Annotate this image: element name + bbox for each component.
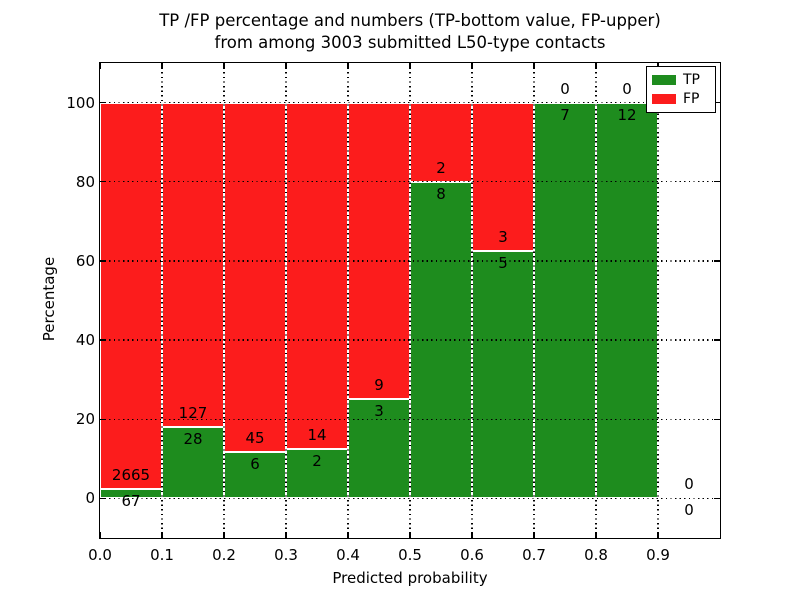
y-tick-label: 0 (85, 489, 95, 508)
legend: TP FP (646, 66, 716, 113)
tp-count-label: 8 (436, 184, 446, 203)
bar-segment-tp (472, 251, 534, 499)
x-tick (285, 532, 287, 538)
y-tick-label: 40 (75, 331, 95, 350)
v-gridline (223, 63, 225, 538)
v-gridline (409, 63, 411, 538)
x-tick (595, 532, 597, 538)
fp-count-label: 127 (178, 403, 208, 422)
y-tick (100, 497, 106, 500)
x-tick (223, 532, 225, 538)
fp-count-label: 9 (374, 376, 384, 395)
v-gridline (285, 63, 287, 538)
x-tick (347, 63, 349, 69)
y-tick (100, 260, 106, 262)
x-tick (471, 63, 473, 69)
y-tick-label: 100 (66, 93, 95, 112)
y-tick-label: 80 (75, 172, 95, 191)
tp-count-label: 12 (617, 105, 637, 124)
x-tick (161, 532, 163, 538)
y-tick (714, 497, 720, 500)
y-tick (714, 418, 720, 420)
fp-count-label: 45 (245, 428, 265, 447)
y-axis-label: Percentage (40, 256, 58, 342)
x-tick (161, 63, 163, 69)
bar-segment-tp (534, 102, 596, 499)
y-tick-label: 60 (75, 251, 95, 270)
x-axis-label: Predicted probability (332, 569, 488, 587)
x-tick-label: 0.2 (212, 546, 236, 564)
tp-color-swatch-icon (652, 75, 676, 85)
x-tick-label: 0.5 (398, 546, 422, 564)
tp-count-label: 28 (183, 429, 203, 448)
legend-label-fp: FP (683, 91, 700, 107)
bar-segment-fp (100, 102, 162, 489)
tp-count-label: 3 (374, 402, 384, 421)
legend-label-tp: TP (683, 72, 700, 88)
bar-segment-fp (162, 102, 224, 427)
y-tick (714, 260, 720, 262)
y-tick (714, 339, 720, 341)
x-tick-label: 0.9 (646, 546, 670, 564)
chart-title-line2: from among 3003 submitted L50-type conta… (214, 33, 606, 52)
tp-count-label: 67 (121, 491, 141, 510)
bar-segment-fp (224, 102, 286, 452)
x-tick (533, 63, 535, 69)
tp-count-label: 5 (498, 254, 508, 273)
x-tick (409, 63, 411, 69)
chart-title: TP /FP percentage and numbers (TP-bottom… (100, 10, 720, 54)
bar-segment-fp (348, 102, 410, 400)
y-tick (100, 339, 106, 341)
x-tick (471, 532, 473, 538)
legend-item-fp: FP (652, 92, 710, 106)
tp-count-label: 6 (250, 454, 260, 473)
y-tick-label: 20 (75, 410, 95, 429)
x-tick (657, 532, 659, 538)
y-tick (714, 181, 720, 183)
fp-count-label: 0 (560, 79, 570, 98)
x-tick (409, 532, 411, 538)
fp-count-label: 14 (307, 425, 327, 444)
x-tick-label: 0.0 (88, 546, 112, 564)
v-gridline (471, 63, 473, 538)
x-tick-label: 0.8 (584, 546, 608, 564)
v-gridline (595, 63, 597, 538)
chart-title-line1: TP /FP percentage and numbers (TP-bottom… (159, 11, 661, 30)
x-tick (347, 532, 349, 538)
x-tick-label: 0.6 (460, 546, 484, 564)
tp-count-label: 2 (312, 451, 322, 470)
bar-segment-tp (348, 399, 410, 499)
tp-count-label: 0 (684, 501, 694, 520)
x-tick (595, 63, 597, 69)
legend-item-tp: TP (652, 73, 710, 87)
y-tick (100, 101, 106, 104)
fp-count-label: 3 (498, 228, 508, 247)
x-tick (533, 532, 535, 538)
y-tick (100, 418, 106, 420)
fp-count-label: 0 (684, 475, 694, 494)
v-gridline (161, 63, 163, 538)
bar-segment-fp (286, 102, 348, 449)
v-gridline (533, 63, 535, 538)
bar-segment-tp (596, 102, 658, 499)
y-tick (714, 101, 720, 104)
fp-count-label: 2665 (111, 465, 151, 484)
x-tick-label: 0.7 (522, 546, 546, 564)
x-tick (99, 532, 101, 538)
y-tick (100, 181, 106, 183)
x-tick (99, 63, 101, 69)
fp-count-label: 0 (622, 79, 632, 98)
x-tick-label: 0.4 (336, 546, 360, 564)
x-tick (285, 63, 287, 69)
tp-count-label: 7 (560, 105, 570, 124)
x-tick-label: 0.3 (274, 546, 298, 564)
fp-count-label: 2 (436, 158, 446, 177)
v-gridline (657, 63, 659, 538)
x-tick-label: 0.1 (150, 546, 174, 564)
v-gridline (347, 63, 349, 538)
fp-color-swatch-icon (652, 94, 676, 104)
x-tick (223, 63, 225, 69)
